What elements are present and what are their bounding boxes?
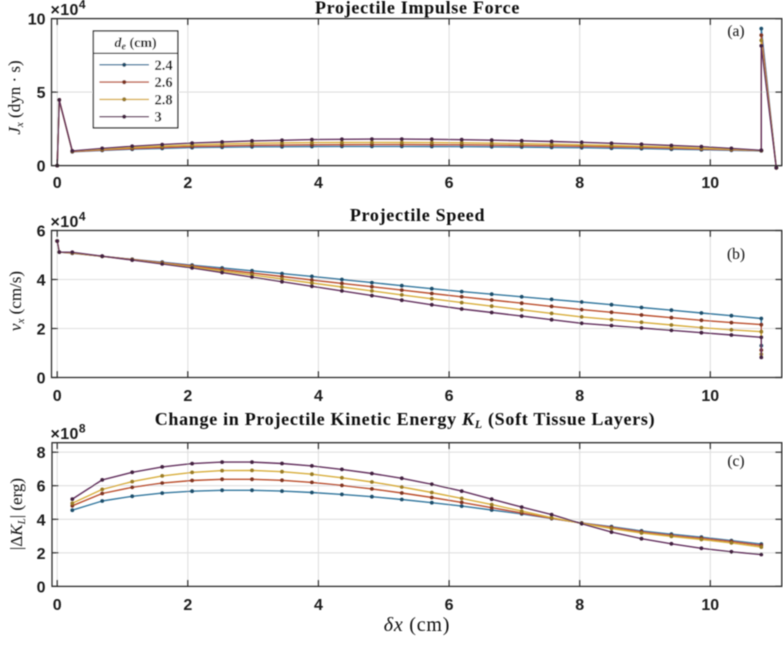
svg-text:Projectile Speed: Projectile Speed <box>350 205 485 225</box>
svg-text:Projectile Impulse Force: Projectile Impulse Force <box>315 0 520 18</box>
svg-text:2.8: 2.8 <box>155 92 173 108</box>
svg-text:0: 0 <box>37 579 46 596</box>
svg-text:Jx (dyn · s): Jx (dyn · s) <box>5 60 26 134</box>
svg-text:0: 0 <box>37 371 46 388</box>
svg-text:0: 0 <box>53 597 62 614</box>
svg-text:(c): (c) <box>727 453 744 470</box>
svg-text:8: 8 <box>575 597 584 614</box>
svg-text:6: 6 <box>445 388 454 405</box>
svg-text:2: 2 <box>37 546 46 563</box>
svg-text:2: 2 <box>183 597 192 614</box>
svg-text:5: 5 <box>37 85 46 102</box>
svg-text:10: 10 <box>701 175 719 192</box>
svg-text:3: 3 <box>155 110 162 126</box>
svg-text:8: 8 <box>575 388 584 405</box>
svg-text:6: 6 <box>37 479 46 496</box>
svg-text:10: 10 <box>28 12 46 29</box>
svg-text:de (cm): de (cm) <box>115 36 157 53</box>
svg-text:×108: ×108 <box>51 422 86 444</box>
svg-text:×104: ×104 <box>51 210 86 232</box>
svg-text:vx (cm/s): vx (cm/s) <box>6 271 27 331</box>
svg-text:2: 2 <box>183 388 192 405</box>
svg-text:6: 6 <box>37 224 46 241</box>
svg-text:0: 0 <box>53 175 62 192</box>
svg-text:6: 6 <box>445 597 454 614</box>
svg-text:10: 10 <box>701 388 719 405</box>
svg-text:2: 2 <box>37 322 46 339</box>
svg-text:4: 4 <box>37 512 46 529</box>
svg-text:|ΔKL| (erg): |ΔKL| (erg) <box>7 478 28 550</box>
svg-text:×104: ×104 <box>51 0 86 19</box>
svg-text:δx (cm): δx (cm) <box>384 614 451 636</box>
svg-text:2.6: 2.6 <box>155 75 173 91</box>
svg-text:(a): (a) <box>727 23 744 40</box>
svg-text:10: 10 <box>701 597 719 614</box>
svg-text:2.4: 2.4 <box>155 58 173 74</box>
svg-text:0: 0 <box>53 388 62 405</box>
svg-text:4: 4 <box>37 273 46 290</box>
svg-text:(b): (b) <box>727 246 745 263</box>
svg-text:4: 4 <box>314 175 323 192</box>
svg-text:4: 4 <box>314 597 323 614</box>
svg-text:4: 4 <box>314 388 323 405</box>
svg-text:0: 0 <box>37 159 46 176</box>
svg-text:2: 2 <box>183 175 192 192</box>
svg-text:8: 8 <box>37 445 46 462</box>
svg-text:8: 8 <box>575 175 584 192</box>
svg-text:6: 6 <box>445 175 454 192</box>
svg-text:Change in Projectile Kinetic E: Change in Projectile Kinetic Energy KL (… <box>155 409 656 431</box>
